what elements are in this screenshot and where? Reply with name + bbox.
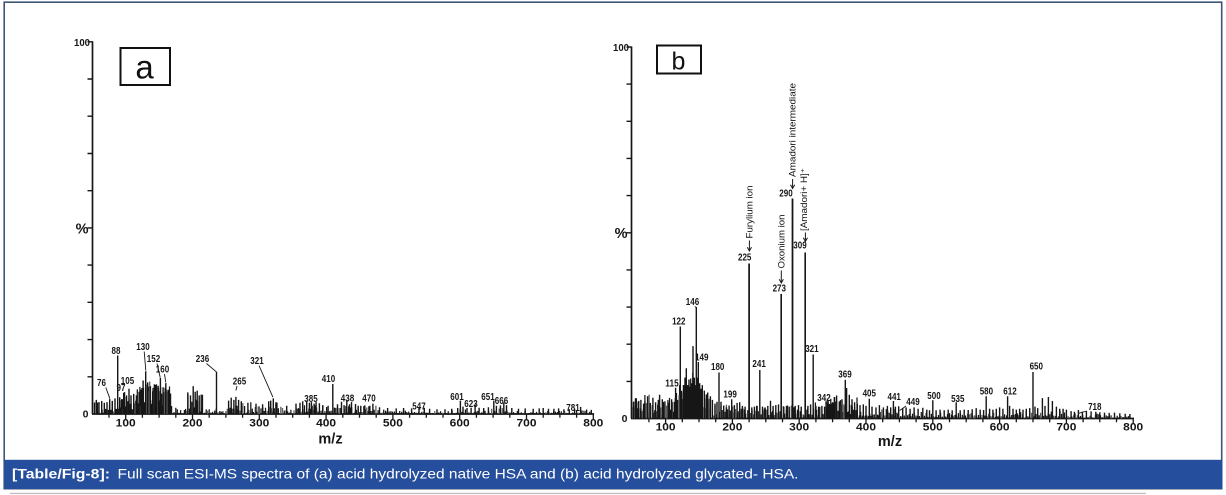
svg-text:97: 97 — [117, 382, 126, 394]
svg-text:149: 149 — [695, 352, 709, 364]
svg-text:273: 273 — [773, 283, 787, 295]
svg-text:449: 449 — [906, 396, 920, 408]
svg-text:76: 76 — [97, 377, 106, 389]
svg-text:718: 718 — [1088, 401, 1102, 413]
svg-text:Oxonium ion: Oxonium ion — [776, 215, 786, 269]
svg-text:500: 500 — [383, 418, 403, 430]
svg-text:146: 146 — [686, 296, 700, 308]
svg-text:601: 601 — [450, 391, 464, 403]
svg-text:a: a — [135, 49, 154, 86]
svg-text:535: 535 — [951, 393, 965, 405]
svg-text:%: % — [615, 226, 628, 242]
svg-text:200: 200 — [183, 418, 203, 430]
svg-text:547: 547 — [412, 401, 426, 413]
svg-text:300: 300 — [249, 418, 269, 430]
svg-text:400: 400 — [316, 418, 336, 430]
svg-text:612: 612 — [1003, 386, 1017, 398]
svg-text:b: b — [672, 48, 686, 76]
svg-text:105: 105 — [121, 375, 135, 387]
svg-text:241: 241 — [752, 358, 766, 370]
svg-text:88: 88 — [112, 345, 121, 357]
svg-text:500: 500 — [923, 422, 943, 434]
svg-text:100: 100 — [613, 42, 629, 54]
svg-text:m/z: m/z — [318, 432, 342, 448]
svg-text:405: 405 — [863, 388, 877, 400]
svg-text:800: 800 — [1123, 422, 1143, 434]
svg-text:0: 0 — [83, 408, 89, 420]
svg-text:438: 438 — [341, 393, 355, 405]
svg-text:0: 0 — [622, 413, 628, 425]
svg-text:500: 500 — [927, 390, 941, 402]
svg-text:115: 115 — [665, 378, 679, 390]
svg-text:600: 600 — [450, 418, 470, 430]
svg-text:441: 441 — [888, 391, 902, 403]
svg-text:321: 321 — [805, 343, 819, 355]
svg-text:Furylium ion: Furylium ion — [744, 186, 754, 239]
svg-text:623: 623 — [464, 398, 478, 410]
svg-text:410: 410 — [322, 373, 336, 385]
svg-text:700: 700 — [517, 418, 537, 430]
svg-text:342: 342 — [817, 392, 831, 404]
svg-text:800: 800 — [583, 418, 603, 430]
svg-text:781: 781 — [566, 402, 580, 414]
svg-text:290: 290 — [779, 188, 793, 200]
svg-text:236: 236 — [196, 353, 210, 365]
svg-text:130: 130 — [136, 341, 150, 353]
svg-text:666: 666 — [495, 395, 509, 407]
svg-text:100: 100 — [74, 37, 90, 49]
svg-text:m/z: m/z — [878, 434, 902, 450]
svg-text:651: 651 — [481, 391, 495, 403]
svg-text:265: 265 — [233, 376, 247, 388]
svg-text:650: 650 — [1030, 361, 1044, 373]
svg-text:470: 470 — [362, 393, 376, 405]
svg-text:309: 309 — [793, 240, 807, 252]
svg-text:Amadori intermediate: Amadori intermediate — [788, 83, 798, 177]
svg-text:400: 400 — [856, 422, 876, 434]
svg-text:700: 700 — [1056, 422, 1076, 434]
svg-text:100: 100 — [116, 418, 136, 430]
svg-text:369: 369 — [838, 369, 852, 381]
svg-text:225: 225 — [738, 252, 752, 264]
svg-text:385: 385 — [304, 393, 318, 405]
svg-text:300: 300 — [789, 422, 809, 434]
svg-text:321: 321 — [250, 355, 264, 367]
svg-text:152: 152 — [147, 353, 161, 365]
svg-text:180: 180 — [711, 361, 725, 373]
svg-text:580: 580 — [980, 386, 994, 398]
svg-text:200: 200 — [722, 422, 742, 434]
svg-text:[Amadori+ H]⁺: [Amadori+ H]⁺ — [799, 168, 809, 231]
svg-text:100: 100 — [656, 422, 676, 434]
svg-text:[Table/Fig-8]:Full scan ESI-MS: [Table/Fig-8]: Full scan ESI-MS spectra o… — [12, 467, 798, 482]
svg-text:122: 122 — [672, 316, 686, 328]
svg-text:199: 199 — [723, 389, 737, 401]
svg-text:%: % — [76, 221, 89, 237]
svg-text:600: 600 — [990, 422, 1010, 434]
